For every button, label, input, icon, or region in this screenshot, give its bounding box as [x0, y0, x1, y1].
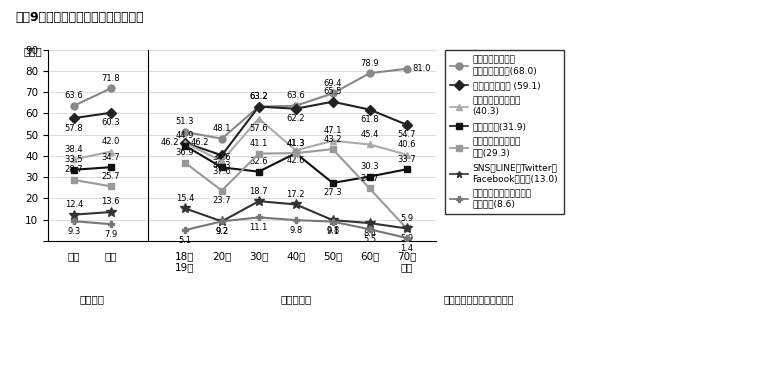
Text: 57.8: 57.8	[65, 124, 83, 133]
Text: 81.0: 81.0	[412, 64, 431, 73]
Text: 15.4: 15.4	[176, 194, 194, 203]
Text: 7.9: 7.9	[104, 230, 118, 239]
Text: 9.2: 9.2	[215, 227, 228, 236]
Text: 46.2: 46.2	[190, 138, 209, 147]
Text: 9.1: 9.1	[326, 227, 339, 236]
Text: 18.7: 18.7	[249, 187, 268, 196]
Text: 33.7: 33.7	[397, 155, 416, 164]
Legend: 新聴やテレビなど
メディアの報道(68.0), 国の発表や要諏 (59.1), 自治体の発表や要諏
(40.3), 家族や友人(31.9), 会社など職場からの: 新聴やテレビなど メディアの報道(68.0), 国の発表や要諏 (59.1), …	[445, 50, 564, 214]
Text: 32.6: 32.6	[249, 157, 268, 166]
Text: 図袆9　自粛行動に影響を与えたもの: 図袆9 自粛行動に影響を与えたもの	[15, 11, 144, 25]
Text: 1.4: 1.4	[400, 244, 413, 252]
Text: 43.2: 43.2	[323, 134, 342, 144]
Text: 11.1: 11.1	[250, 223, 268, 232]
Text: 40.6: 40.6	[397, 140, 416, 149]
Text: 41.1: 41.1	[250, 139, 268, 148]
Text: 12.4: 12.4	[65, 200, 83, 209]
Text: 9.2: 9.2	[215, 227, 228, 236]
Text: 42.0: 42.0	[102, 137, 120, 146]
Text: 17.2: 17.2	[286, 190, 305, 199]
Text: 5.9: 5.9	[400, 234, 413, 243]
Text: 【年代別】: 【年代別】	[280, 295, 312, 304]
Text: 5.5: 5.5	[363, 235, 376, 244]
Text: 63.6: 63.6	[65, 91, 83, 100]
Text: 54.7: 54.7	[397, 130, 416, 139]
Text: 34.6: 34.6	[212, 153, 231, 162]
Text: 63.2: 63.2	[249, 92, 268, 101]
Text: 44.9: 44.9	[176, 131, 194, 140]
Text: 5.9: 5.9	[400, 214, 413, 223]
Y-axis label: （％）: （％）	[23, 46, 42, 56]
Text: 60.3: 60.3	[102, 118, 120, 127]
Text: 57.6: 57.6	[249, 124, 268, 133]
Text: 40.3: 40.3	[212, 161, 231, 170]
Text: 9.8: 9.8	[289, 226, 303, 235]
Text: 5.1: 5.1	[178, 236, 192, 245]
Text: 62.2: 62.2	[286, 114, 305, 123]
Text: 30.3: 30.3	[361, 162, 379, 171]
Text: 9.3: 9.3	[67, 227, 80, 236]
Text: 46.2: 46.2	[160, 138, 180, 147]
Text: 9.8: 9.8	[326, 226, 339, 235]
Text: 13.6: 13.6	[102, 198, 120, 206]
Text: 28.7: 28.7	[65, 165, 83, 174]
Text: 38.4: 38.4	[65, 145, 83, 154]
Text: 27.3: 27.3	[323, 188, 342, 198]
Text: 34.7: 34.7	[102, 153, 120, 162]
Text: 注：（　）内は全体の比率: 注：（ ）内は全体の比率	[444, 295, 514, 304]
Text: 37.6: 37.6	[212, 167, 231, 175]
Text: 63.2: 63.2	[249, 92, 268, 101]
Text: 47.1: 47.1	[323, 126, 342, 135]
Text: 71.8: 71.8	[102, 74, 120, 83]
Text: 51.3: 51.3	[176, 117, 194, 126]
Text: 8.4: 8.4	[363, 229, 376, 238]
Text: 69.4: 69.4	[323, 79, 342, 88]
Text: 33.5: 33.5	[65, 155, 83, 164]
Text: 63.6: 63.6	[286, 91, 305, 100]
Text: 45.4: 45.4	[361, 130, 379, 139]
Text: 23.7: 23.7	[212, 196, 231, 205]
Text: 61.8: 61.8	[361, 115, 379, 124]
Text: 41.3: 41.3	[286, 139, 305, 147]
Text: 48.1: 48.1	[212, 124, 231, 133]
Text: 78.9: 78.9	[361, 59, 379, 68]
Text: 24.7: 24.7	[361, 174, 379, 183]
Text: 41.3: 41.3	[286, 139, 305, 147]
Text: 【性別】: 【性別】	[80, 295, 105, 304]
Text: 42.6: 42.6	[286, 156, 305, 165]
Text: 25.7: 25.7	[102, 172, 120, 181]
Text: 65.5: 65.5	[323, 87, 342, 96]
Text: 36.9: 36.9	[176, 148, 194, 157]
